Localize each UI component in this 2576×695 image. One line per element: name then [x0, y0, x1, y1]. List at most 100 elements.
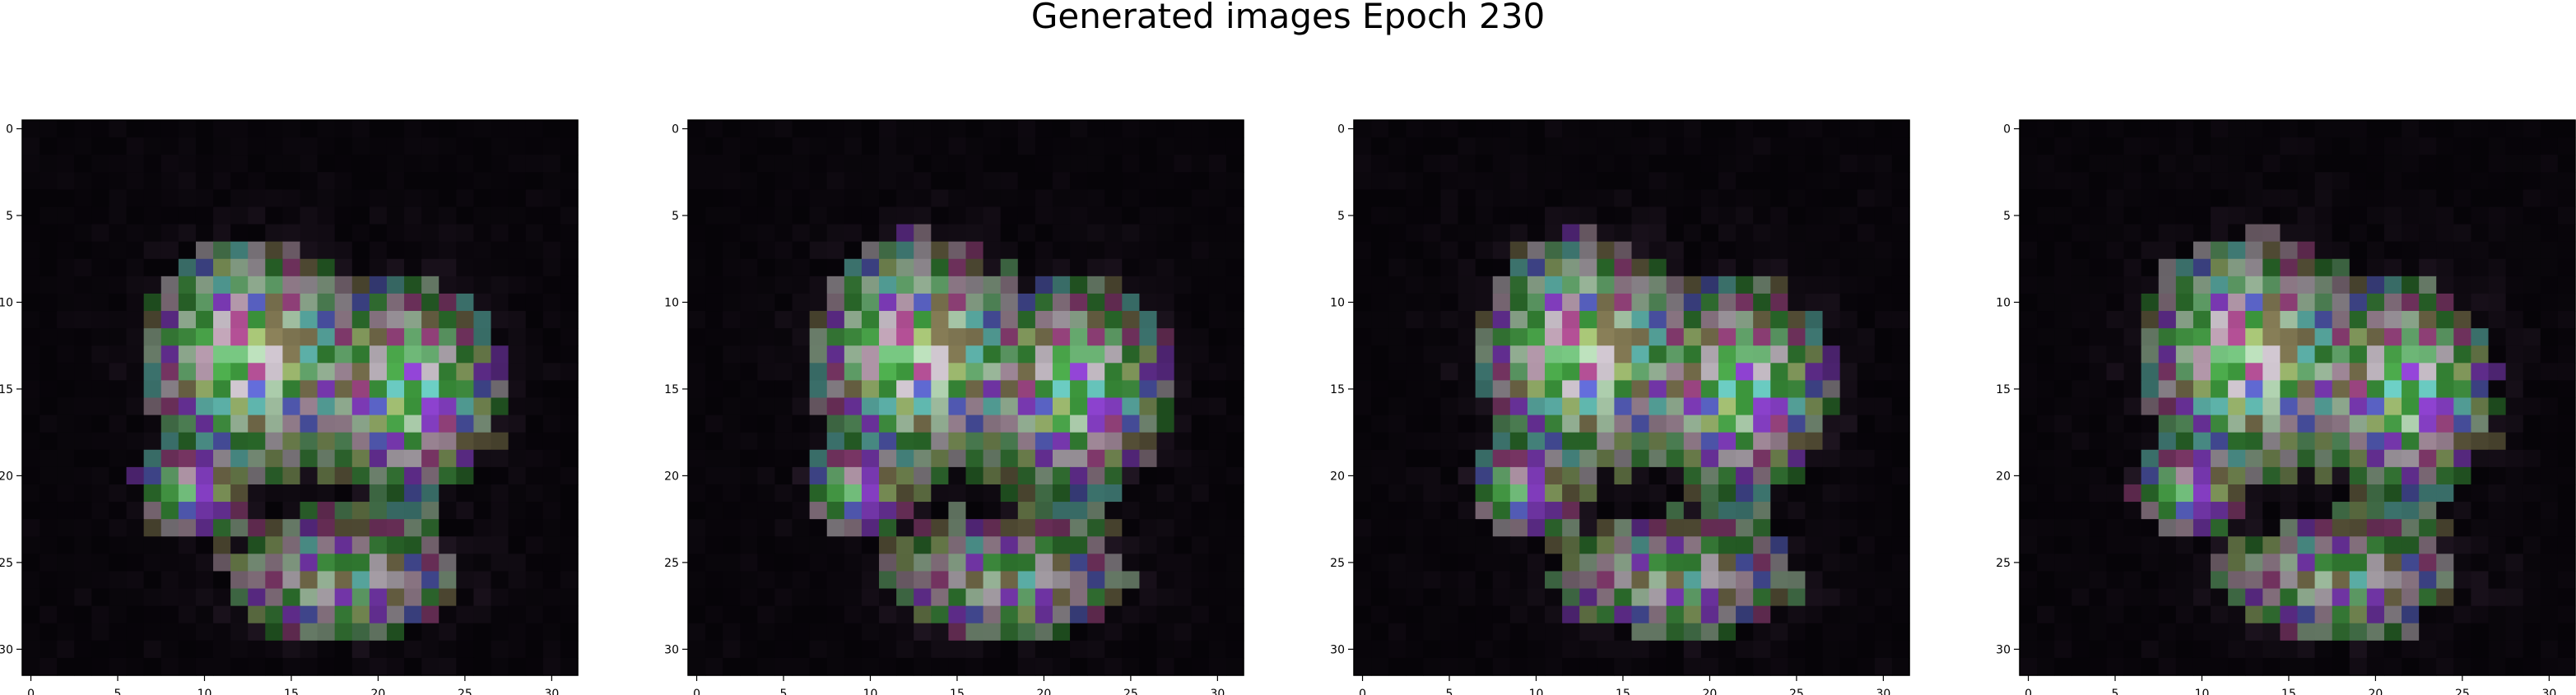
pixel	[1017, 519, 1036, 537]
pixel	[404, 345, 422, 364]
pixel	[1406, 276, 1424, 294]
pixel	[508, 293, 527, 312]
pixel	[2297, 657, 2316, 676]
pixel	[542, 345, 561, 364]
pixel	[2280, 640, 2299, 659]
pixel	[560, 241, 579, 260]
pixel	[1388, 172, 1407, 190]
pixel	[1475, 311, 1494, 329]
x-tick-label: 25	[458, 688, 472, 695]
pixel	[334, 449, 353, 468]
pixel	[2280, 657, 2299, 676]
pixel	[2297, 536, 2316, 554]
pixel	[1700, 276, 1719, 294]
pixel	[542, 588, 561, 607]
pixel	[1052, 311, 1071, 329]
pixel	[213, 502, 231, 520]
pixel	[560, 432, 579, 451]
pixel	[2557, 466, 2576, 485]
pixel	[2488, 120, 2507, 138]
pixel	[1562, 623, 1580, 642]
pixel	[809, 519, 828, 537]
pixel	[2211, 415, 2229, 433]
pixel	[1225, 311, 1244, 329]
pixel	[2106, 623, 2125, 642]
pixel	[560, 155, 579, 173]
pixel	[74, 206, 92, 225]
pixel	[1475, 189, 1494, 208]
pixel	[2123, 605, 2142, 624]
pixel	[542, 449, 561, 468]
pixel	[1225, 363, 1244, 381]
pixel	[282, 363, 301, 381]
pixel	[2488, 241, 2507, 260]
pixel	[1736, 397, 1754, 416]
pixel	[2297, 137, 2316, 155]
pixel	[1139, 623, 1158, 642]
pixel	[2071, 380, 2090, 399]
pixel	[826, 449, 845, 468]
pixel	[2245, 189, 2263, 208]
pixel	[774, 380, 793, 399]
pixel	[265, 241, 283, 260]
pixel	[1156, 502, 1175, 520]
pixel	[2106, 657, 2125, 676]
pixel	[809, 554, 828, 572]
pixel	[2280, 345, 2299, 364]
pixel	[1017, 554, 1036, 572]
pixel	[2054, 206, 2072, 225]
pixel	[1156, 224, 1175, 243]
pixel	[723, 640, 741, 659]
pixel	[1545, 657, 1563, 676]
pixel	[1648, 137, 1667, 155]
pixel	[2366, 415, 2385, 433]
pixel	[2471, 605, 2490, 624]
pixel	[2540, 449, 2559, 468]
pixel	[1805, 380, 1824, 399]
pixel	[508, 466, 527, 485]
pixel	[2141, 605, 2160, 624]
pixel	[91, 623, 110, 642]
pixel	[1788, 258, 1806, 277]
pixel	[879, 345, 897, 364]
pixel	[1700, 502, 1719, 520]
pixel	[757, 293, 776, 312]
pixel	[1788, 605, 1806, 624]
pixel	[705, 120, 723, 138]
pixel	[1388, 345, 1407, 364]
pixel	[2071, 363, 2090, 381]
pixel	[1423, 519, 1442, 537]
pixel	[740, 588, 758, 607]
pixel	[2471, 449, 2490, 468]
pixel	[2071, 502, 2090, 520]
pixel	[1000, 224, 1019, 243]
pixel	[757, 605, 776, 624]
pixel	[2158, 206, 2177, 225]
pixel	[2158, 293, 2177, 312]
pixel	[2540, 466, 2559, 485]
pixel	[2123, 623, 2142, 642]
pixel	[2419, 137, 2437, 155]
pixel	[2488, 397, 2507, 416]
pixel	[1631, 137, 1650, 155]
pixel	[2297, 293, 2316, 312]
pixel	[914, 155, 932, 173]
pixel	[2557, 172, 2576, 190]
pixel	[369, 276, 388, 294]
pixel	[109, 241, 128, 260]
pixel	[2557, 328, 2576, 346]
pixel	[861, 155, 880, 173]
pixel	[2089, 206, 2108, 225]
pixel	[1017, 536, 1036, 554]
pixel	[1597, 172, 1615, 190]
pixel	[1648, 120, 1667, 138]
pixel	[1822, 345, 1841, 364]
pixel	[2037, 397, 2055, 416]
pixel	[2262, 466, 2281, 485]
pixel	[2245, 605, 2263, 624]
pixel	[1458, 189, 1476, 208]
pixel	[334, 466, 353, 485]
pixel	[740, 172, 758, 190]
pixel	[914, 120, 932, 138]
pixel	[2228, 224, 2246, 243]
